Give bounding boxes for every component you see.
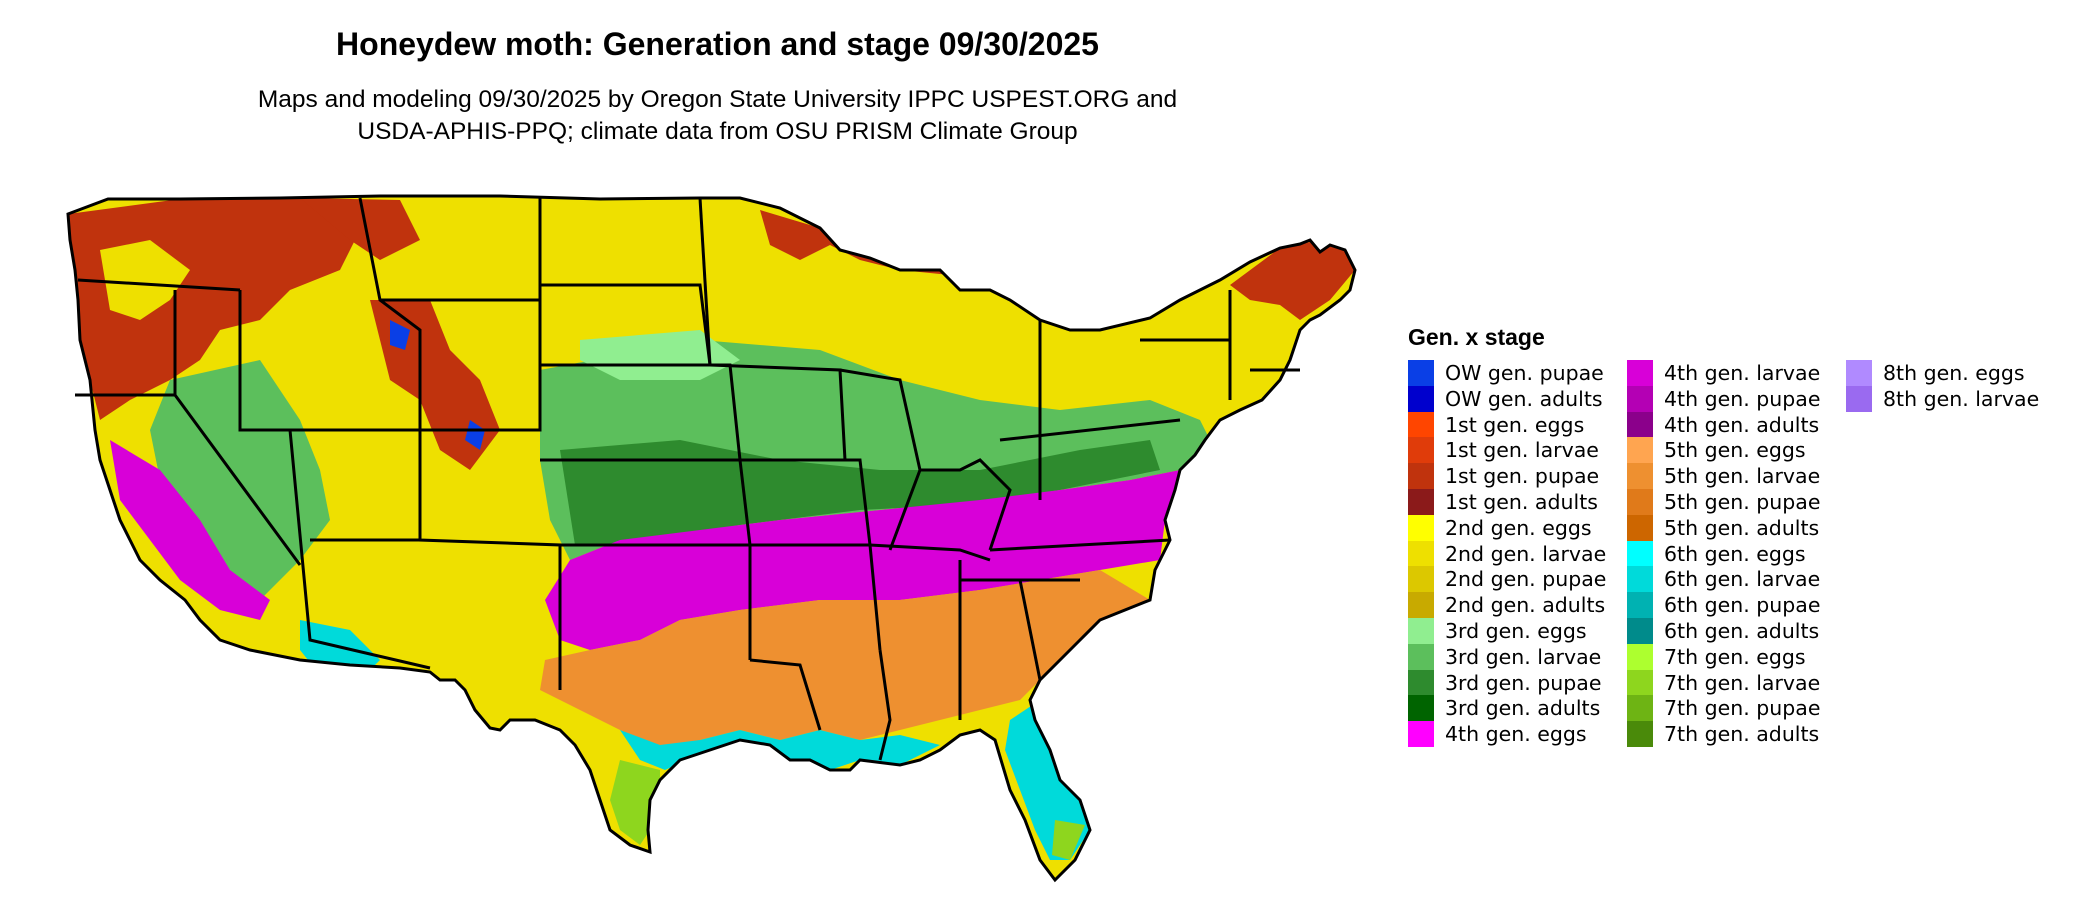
legend-label: 7th gen. eggs xyxy=(1664,644,1806,669)
legend-swatch xyxy=(1627,360,1653,386)
legend-swatch xyxy=(1846,360,1872,386)
legend-swatch xyxy=(1408,669,1434,696)
legend-swatch xyxy=(1408,643,1434,670)
legend-label: 3rd gen. eggs xyxy=(1445,618,1587,643)
legend-swatch xyxy=(1408,592,1434,619)
legend-label: OW gen. adults xyxy=(1445,386,1603,411)
legend-label: 3rd gen. pupae xyxy=(1445,670,1602,695)
legend-swatch xyxy=(1846,385,1872,412)
legend-swatch xyxy=(1627,540,1653,567)
legend-swatch xyxy=(1408,695,1434,722)
legend-label: 2nd gen. adults xyxy=(1445,593,1606,618)
map-title: Honeydew moth: Generation and stage 09/3… xyxy=(336,26,1099,62)
legend-label: 1st gen. larvae xyxy=(1445,438,1599,463)
map-subtitle-line-2: USDA-APHIS-PPQ; climate data from OSU PR… xyxy=(357,118,1078,145)
legend-label: 7th gen. adults xyxy=(1664,722,1820,747)
legend-label: 5th gen. larvae xyxy=(1664,464,1821,489)
legend-swatch xyxy=(1627,592,1653,619)
legend-swatch xyxy=(1627,721,1653,748)
legend-swatch xyxy=(1627,463,1653,490)
legend-label: 1st gen. pupae xyxy=(1445,464,1600,489)
legend-swatch xyxy=(1627,669,1653,696)
legend-label: 3rd gen. adults xyxy=(1445,696,1601,721)
legend-swatch xyxy=(1627,514,1653,541)
legend-label: 6th gen. pupae xyxy=(1664,593,1821,618)
state-boundaries xyxy=(66,194,1357,883)
legend-swatch xyxy=(1408,437,1434,464)
legend-swatch xyxy=(1408,514,1434,541)
legend-swatch xyxy=(1627,411,1653,438)
legend-label: 4th gen. pupae xyxy=(1664,386,1821,411)
legend-swatch xyxy=(1408,540,1434,567)
legend-label: 5th gen. pupae xyxy=(1664,489,1821,514)
legend-swatch xyxy=(1408,463,1434,490)
legend-swatch xyxy=(1408,488,1434,515)
legend-label: 8th gen. eggs xyxy=(1883,361,2025,385)
legend-swatch xyxy=(1408,360,1434,386)
legend-label: 8th gen. larvae xyxy=(1883,386,2040,411)
map-subtitle-line-1: Maps and modeling 09/30/2025 by Oregon S… xyxy=(257,86,1178,113)
legend-label: 5th gen. eggs xyxy=(1664,438,1806,463)
legend-label: 7th gen. larvae xyxy=(1664,670,1821,695)
legend-swatch xyxy=(1627,695,1653,722)
legend-label: 4th gen. larvae xyxy=(1664,361,1821,385)
legend-title: Gen. x stage xyxy=(1408,324,1545,350)
legend-swatch xyxy=(1408,617,1434,644)
legend-swatch xyxy=(1627,617,1653,644)
legend-label: 6th gen. larvae xyxy=(1664,567,1821,592)
legend-label: 2nd gen. pupae xyxy=(1445,567,1607,592)
stage-regions xyxy=(68,196,1355,880)
legend-label: 7th gen. pupae xyxy=(1664,696,1821,721)
legend-label: 4th gen. eggs xyxy=(1445,722,1587,747)
legend-swatch xyxy=(1627,437,1653,464)
legend-label: 6th gen. eggs xyxy=(1664,541,1806,566)
legend-label: 5th gen. adults xyxy=(1664,515,1820,540)
legend-label: 1st gen. adults xyxy=(1445,489,1598,514)
legend-label: 2nd gen. larvae xyxy=(1445,541,1607,566)
legend-label: 4th gen. adults xyxy=(1664,412,1820,437)
legend-label: 3rd gen. larvae xyxy=(1445,644,1602,669)
legend-swatch xyxy=(1627,643,1653,670)
legend-swatch xyxy=(1408,721,1434,748)
legend-label: OW gen. pupae xyxy=(1445,361,1604,385)
legend-swatch xyxy=(1408,566,1434,593)
legend-label: 6th gen. adults xyxy=(1664,618,1820,643)
us-generation-stage-map xyxy=(66,194,1357,883)
legend-label: 1st gen. eggs xyxy=(1445,412,1585,437)
legend-label: 2nd gen. eggs xyxy=(1445,515,1592,540)
legend-swatch xyxy=(1627,385,1653,412)
legend-swatch xyxy=(1627,488,1653,515)
legend-swatch xyxy=(1408,411,1434,438)
legend-swatch xyxy=(1627,566,1653,593)
legend-swatch xyxy=(1408,385,1434,412)
